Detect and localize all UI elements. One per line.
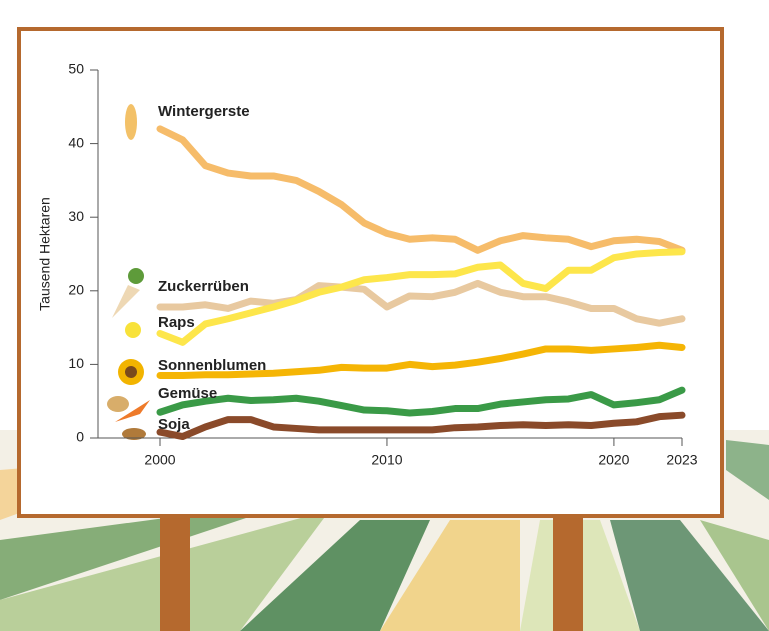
y-tick-label: 10 (68, 355, 84, 371)
post (553, 515, 583, 631)
x-tick-label: 2020 (598, 452, 629, 468)
series-line (156, 279, 686, 327)
series-label: Soja (158, 416, 190, 433)
series-line (156, 248, 686, 346)
series-line (156, 411, 686, 441)
x-tick-label: 2000 (144, 452, 175, 468)
y-tick-label: 50 (68, 61, 84, 77)
series-line (156, 341, 686, 379)
y-tick-label: 0 (76, 429, 84, 445)
series-label: Gemüse (158, 385, 217, 402)
billboard (17, 27, 724, 518)
series-label: Raps (158, 314, 195, 331)
x-tick-label: 2010 (371, 452, 402, 468)
y-tick-label: 20 (68, 282, 84, 298)
icons (107, 104, 150, 440)
y-tick-label: 40 (68, 134, 84, 150)
series-line (156, 125, 686, 254)
y-axis-label: Tausend Hektaren (37, 197, 53, 311)
series-label: Wintergerste (158, 103, 250, 120)
series-line (156, 386, 686, 417)
post (160, 515, 190, 631)
x-tick-label: 2023 (666, 452, 697, 468)
series-label: Zuckerrüben (158, 278, 249, 295)
y-tick-label: 30 (68, 208, 84, 224)
series-label: Sonnenblumen (158, 357, 266, 374)
